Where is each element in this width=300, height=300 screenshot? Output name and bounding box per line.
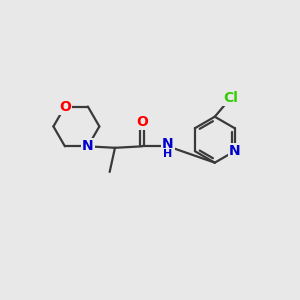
Text: N: N bbox=[82, 139, 94, 153]
Text: Cl: Cl bbox=[224, 91, 238, 105]
Text: O: O bbox=[136, 115, 148, 129]
Text: H: H bbox=[163, 149, 172, 159]
Text: N: N bbox=[162, 137, 174, 151]
Text: N: N bbox=[229, 144, 241, 158]
Text: O: O bbox=[59, 100, 71, 114]
